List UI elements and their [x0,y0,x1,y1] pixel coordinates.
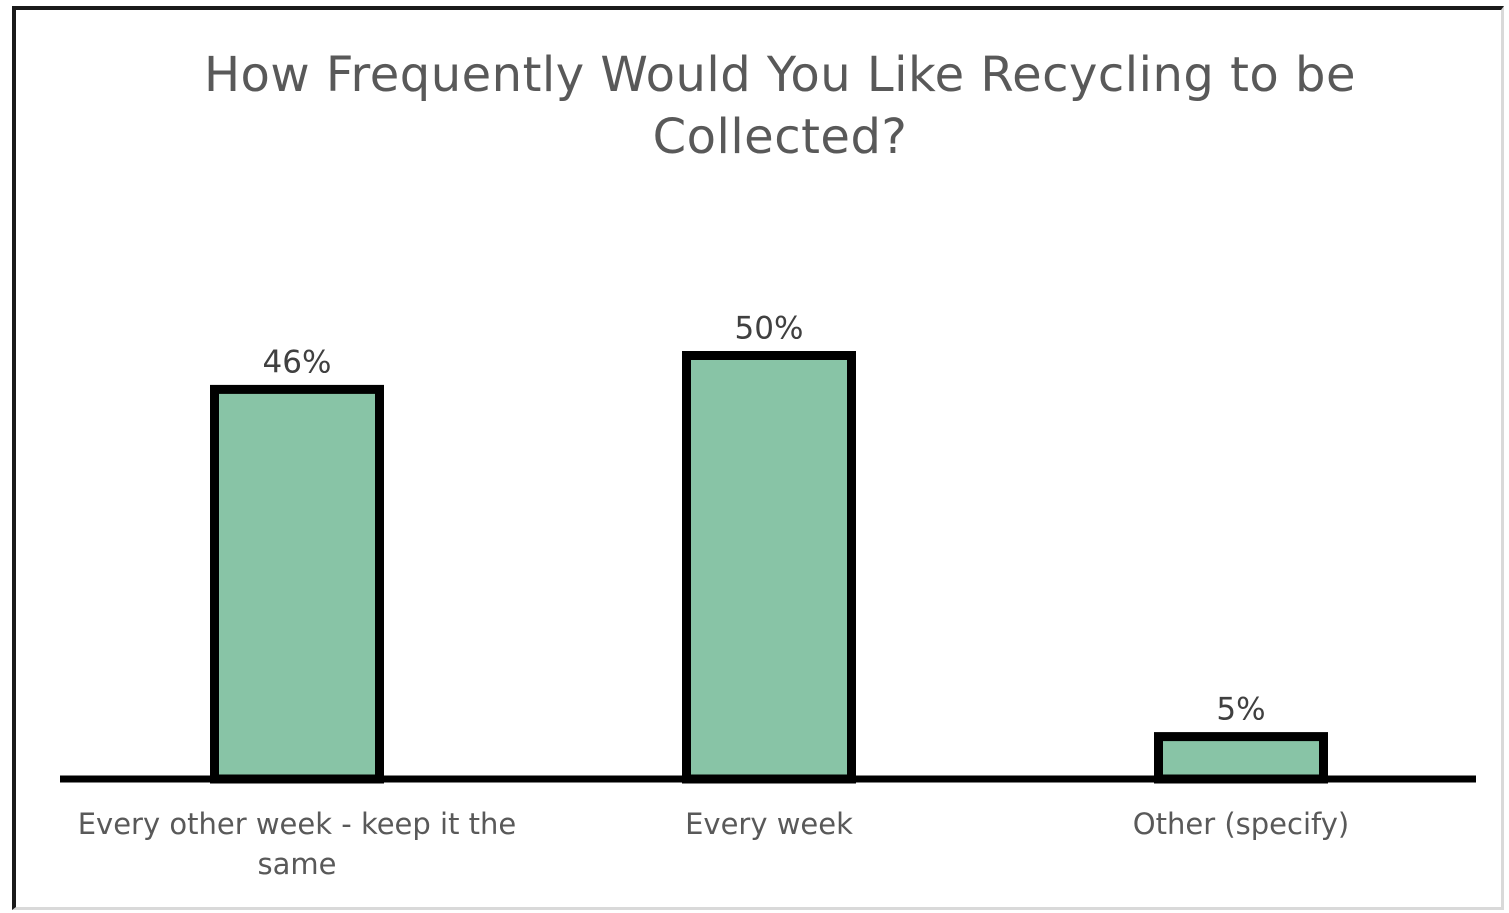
category-label-1-line-2: same [258,847,337,881]
category-label-1: Every other week - keep it the same [78,807,517,881]
data-label-1: 46% [263,344,332,380]
bar-2 [682,351,856,784]
bars-group [210,351,1328,784]
chart-title: How Frequently Would You Like Recycling … [203,47,1357,165]
bar-3 [1154,732,1328,784]
category-label-3-line-1: Other (specify) [1133,807,1349,841]
category-label-2: Every week [685,807,853,841]
category-label-2-line-1: Every week [685,807,853,841]
category-label-3: Other (specify) [1133,807,1349,841]
data-label-3: 5% [1216,692,1265,728]
data-labels-group: 46% 50% 5% [263,311,1266,728]
category-labels-group: Every other week - keep it the sameEvery … [78,807,1349,881]
category-label-1-line-1: Every other week - keep it the [78,807,517,841]
bar-1 [210,384,384,784]
data-label-2: 50% [735,311,804,347]
